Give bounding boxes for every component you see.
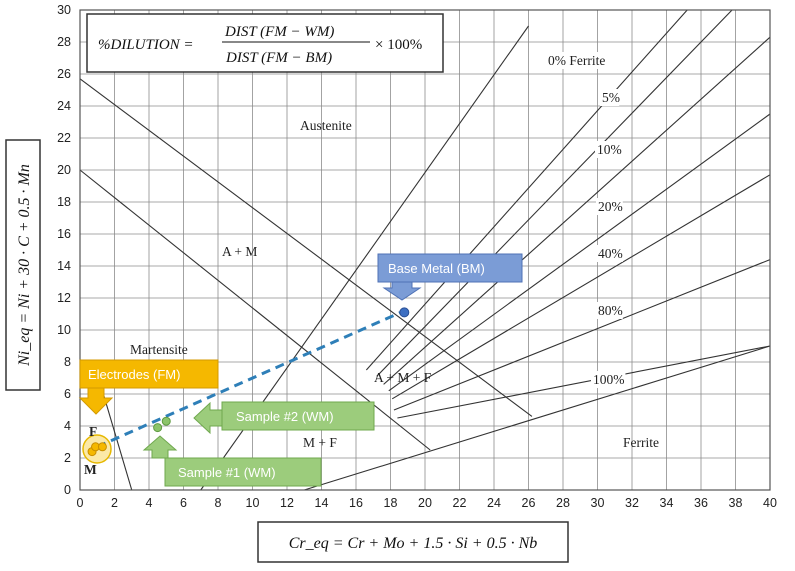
y-axis-title-box: Ni_eq = Ni + 30 · C + 0.5 · Mn bbox=[5, 139, 41, 391]
x-tick-label: 34 bbox=[660, 496, 674, 510]
x-tick-label: 22 bbox=[453, 496, 467, 510]
ferrite-line bbox=[376, 9, 733, 377]
boundary-line bbox=[304, 345, 771, 491]
x-tick-label: 30 bbox=[591, 496, 605, 510]
x-tick-label: 26 bbox=[522, 496, 536, 510]
x-tick-label: 28 bbox=[556, 496, 570, 510]
ferrite-line bbox=[391, 174, 771, 400]
label-f: F bbox=[89, 424, 97, 439]
y-tick-label: 30 bbox=[57, 3, 71, 17]
region-ferrite: Ferrite bbox=[623, 435, 659, 450]
tick-labels: 0 2 4 6 8 10 12 14 16 18 20 22 24 26 28 30 32 34 36 38 40024… bbox=[57, 3, 777, 510]
y-tick-label: 26 bbox=[57, 67, 71, 81]
ferrite-lines bbox=[365, 9, 771, 419]
callout-sample1: Sample #1 (WM) bbox=[142, 435, 322, 487]
callout-sample2: Sample #2 (WM) bbox=[193, 401, 375, 435]
callout-base-metal-label: Base Metal (BM) bbox=[388, 261, 485, 276]
ferrite-label-bg bbox=[591, 371, 626, 388]
callout-electrodes: Electrodes (FM) bbox=[78, 359, 219, 415]
y-tick-label: 22 bbox=[57, 131, 71, 145]
y-tick-label: 2 bbox=[64, 451, 71, 465]
x-tick-label: 6 bbox=[180, 496, 187, 510]
ferrite-label: 10% bbox=[597, 142, 622, 157]
electrode-point bbox=[97, 442, 107, 452]
ferrite-label-bg bbox=[546, 52, 626, 69]
x-tick-label: 24 bbox=[487, 496, 501, 510]
dilution-line bbox=[96, 309, 405, 449]
data-points bbox=[87, 307, 410, 457]
grid bbox=[80, 10, 770, 490]
ferrite-label: 0% Ferrite bbox=[548, 53, 605, 68]
y-tick-label: 24 bbox=[57, 99, 71, 113]
ferrite-label: 5% bbox=[602, 90, 620, 105]
region-a-m-f: A + M + F bbox=[374, 370, 432, 385]
y-tick-label: 16 bbox=[57, 227, 71, 241]
ferrite-label: 20% bbox=[598, 199, 623, 214]
y-tick-label: 4 bbox=[64, 419, 71, 433]
x-tick-label: 36 bbox=[694, 496, 708, 510]
region-austenite: Austenite bbox=[300, 118, 352, 133]
ferrite-label: 40% bbox=[598, 246, 623, 261]
formula-denominator: DIST (FM − BM) bbox=[225, 50, 332, 66]
x-tick-label: 16 bbox=[349, 496, 363, 510]
formula-box: %DILUTION = DIST (FM − WM) DIST (FM − BM… bbox=[86, 13, 444, 73]
callout-electrodes-label: Electrodes (FM) bbox=[88, 367, 180, 382]
ferrite-line bbox=[383, 36, 771, 385]
y-tick-label: 14 bbox=[57, 259, 71, 273]
x-tick-label: 40 bbox=[763, 496, 777, 510]
x-axis-title: Cr_eq = Cr + Mo + 1.5 · Si + 0.5 · Nb bbox=[289, 535, 538, 552]
formula-factor: × 100% bbox=[375, 37, 422, 53]
ferrite-line bbox=[393, 259, 771, 411]
x-axis-title-box: Cr_eq = Cr + Mo + 1.5 · Si + 0.5 · Nb bbox=[257, 521, 569, 563]
x-tick-label: 0 bbox=[77, 496, 84, 510]
ferrite-line bbox=[365, 9, 688, 371]
y-tick-label: 18 bbox=[57, 195, 71, 209]
x-tick-label: 20 bbox=[418, 496, 432, 510]
y-tick-label: 28 bbox=[57, 35, 71, 49]
region-martensite: Martensite bbox=[130, 342, 188, 357]
x-tick-label: 14 bbox=[315, 496, 329, 510]
y-tick-label: 0 bbox=[64, 483, 71, 497]
label-m: M bbox=[84, 462, 97, 477]
y-tick-label: 12 bbox=[57, 291, 71, 305]
x-tick-label: 8 bbox=[215, 496, 222, 510]
callout-sample2-label: Sample #2 (WM) bbox=[236, 409, 334, 424]
y-tick-label: 20 bbox=[57, 163, 71, 177]
plot-border bbox=[79, 9, 771, 491]
x-tick-label: 38 bbox=[729, 496, 743, 510]
x-tick-label: 32 bbox=[625, 496, 639, 510]
region-m-f: M + F bbox=[303, 435, 337, 450]
ferrite-label-bg bbox=[596, 245, 623, 262]
base-metal-point bbox=[399, 307, 410, 318]
ferrite-label: 80% bbox=[598, 303, 623, 318]
x-tick-label: 2 bbox=[111, 496, 118, 510]
formula-numerator: DIST (FM − WM) bbox=[224, 24, 334, 40]
y-tick-label: 10 bbox=[57, 323, 71, 337]
boundary-line bbox=[101, 390, 133, 491]
formula-lhs: %DILUTION = bbox=[98, 37, 194, 53]
ferrite-label-bg bbox=[600, 89, 620, 106]
ferrite-line bbox=[388, 113, 771, 392]
x-tick-label: 12 bbox=[280, 496, 294, 510]
callout-sample1-label: Sample #1 (WM) bbox=[178, 465, 276, 480]
region-a-m: A + M bbox=[222, 244, 257, 259]
x-tick-label: 18 bbox=[384, 496, 398, 510]
sample1-point bbox=[153, 423, 163, 433]
ferrite-line bbox=[397, 345, 771, 419]
sample2-point bbox=[161, 416, 171, 426]
x-tick-label: 10 bbox=[246, 496, 260, 510]
ferrite-label-bg bbox=[596, 302, 623, 319]
callout-base-metal: Base Metal (BM) bbox=[377, 253, 523, 301]
ferrite-label-bg bbox=[596, 198, 623, 215]
y-tick-label: 6 bbox=[64, 387, 71, 401]
ferrite-label-bg bbox=[595, 141, 622, 158]
y-axis-title: Ni_eq = Ni + 30 · C + 0.5 · Mn bbox=[16, 164, 33, 367]
y-tick-label: 8 bbox=[64, 355, 71, 369]
ferrite-label: 100% bbox=[593, 372, 625, 387]
x-tick-label: 4 bbox=[146, 496, 153, 510]
ferrite-labels: 0% Ferrite 5% 10% 20% 40% 80% 100% bbox=[546, 52, 626, 388]
